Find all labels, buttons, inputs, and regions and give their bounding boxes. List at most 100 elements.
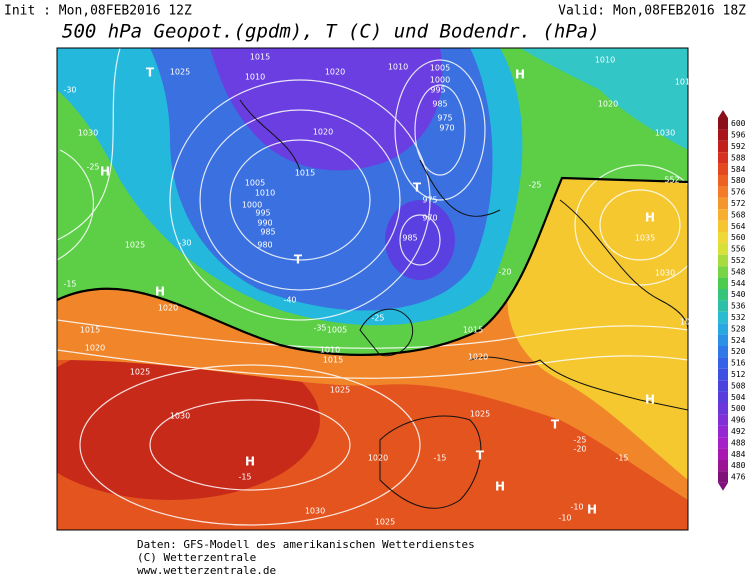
contour-label: 1005 [327,326,347,335]
contour-label: -15 [433,454,446,463]
colorbar-swatch [718,209,728,221]
colorbar-cap [718,110,728,118]
contour-label: 1030 [655,129,675,138]
colorbar-swatch [718,289,728,301]
contour-label: 1030 [170,412,190,421]
colorbar-swatch [718,471,728,483]
contour-label: -15 [63,280,76,289]
contour-label: 1015 [295,169,315,178]
colorbar: 600 596 592 588 584 580 576 572 568 564 560 556 552 5… [718,110,746,491]
colorbar-swatch [718,129,728,141]
pressure-center: T [294,253,303,267]
contour-label: -10 [558,514,571,523]
colorbar-label: 544 [731,279,746,288]
valid-time: Valid: Mon,08FEB2016 18Z [558,4,746,19]
contour-label: 1030 [655,269,675,278]
colorbar-label: 476 [731,473,746,482]
footer-line: Daten: GFS-Modell des amerikanischen Wet… [137,538,475,551]
map-title: 500 hPa Geopot.(gpdm), T (C) und Bodendr… [62,21,600,43]
colorbar-label: 596 [731,131,746,140]
colorbar-swatch [718,266,728,278]
contour-label: 970 [422,214,437,223]
contour-label: 1025 [125,241,145,250]
colorbar-swatch [718,140,728,153]
pressure-center: H [155,285,165,299]
contour-label: 970 [439,124,454,133]
contour-label: 1010 [595,56,615,65]
pressure-center: T [413,181,422,195]
colorbar-label: 484 [731,450,746,459]
colorbar-swatch [718,334,728,346]
contour-label: 1020 [85,344,105,353]
colorbar-swatch [718,357,728,369]
contour-label: 1000 [430,76,450,85]
contour-label: -30 [63,86,76,95]
colorbar-swatch [718,197,728,210]
colorbar-swatch [718,346,728,358]
colorbar-swatch [718,448,728,460]
pressure-center: H [587,503,597,517]
contour-label: -15 [238,473,251,482]
contour-label: 1025 [130,368,150,377]
colorbar-label: 576 [731,188,746,197]
contour-label: 1015 [80,326,100,335]
colorbar-swatch [718,220,728,232]
colorbar-swatch [718,437,728,449]
colorbar-swatch [718,277,728,289]
colorbar-swatch [718,368,728,381]
contour-label: 1020 [325,68,345,77]
contour-label: 1005 [430,64,450,73]
contour-label: 1010 [255,189,275,198]
contour-label: -20 [573,445,586,454]
contour-label: 552 [664,176,679,185]
colorbar-swatch [718,186,728,198]
colorbar-swatch [718,425,728,438]
isohypse-552 [57,176,688,356]
colorbar-swatch [718,243,728,255]
colorbar-label: 528 [731,324,746,333]
pressure-center: T [476,449,485,463]
colorbar-swatch [718,311,728,324]
colorbar-swatch [718,118,728,130]
colorbar-label: 560 [731,233,746,242]
map-field [57,48,688,530]
colorbar-label: 592 [731,142,746,151]
field-violet-low [385,200,455,280]
field-cyan-ne [57,48,688,150]
colorbar-label: 488 [731,438,746,447]
colorbar-swatch [718,323,728,335]
map-frame [56,47,689,531]
contour-label: 995 [255,209,270,218]
contour-label: 1020 [368,454,388,463]
colorbar-label: 580 [731,176,746,185]
field-hot [57,340,320,500]
field-yellow [507,165,688,480]
contour-label: 975 [422,196,437,205]
contour-label: -35 [313,324,326,333]
contour-label: 1025 [375,518,395,527]
colorbar-label: 480 [731,461,746,470]
colorbar-label: 524 [731,336,746,345]
contour-label: 1020 [158,304,178,313]
colorbar-label: 532 [731,313,746,322]
footer-line: (C) Wetterzentrale [137,551,256,564]
contour-label: -40 [283,296,296,305]
contour-label: 1030 [78,129,98,138]
contour-label: 1035 [635,234,655,243]
contour-label: 1020 [598,100,618,109]
contour-label: 975 [437,114,452,123]
field-violet [210,48,443,171]
contour-label: -25 [528,181,541,190]
pressure-center: H [245,455,255,469]
pressure-center: H [515,68,525,82]
contour-label: -25 [573,436,586,445]
colorbar-swatch [718,152,728,164]
colorbar-label: 496 [731,416,746,425]
colorbar-swatch [718,414,728,426]
colorbar-label: 508 [731,381,746,390]
pressure-center: T [551,418,560,432]
colorbar-label: 584 [731,165,746,174]
contour-label: 1015 [675,78,695,87]
